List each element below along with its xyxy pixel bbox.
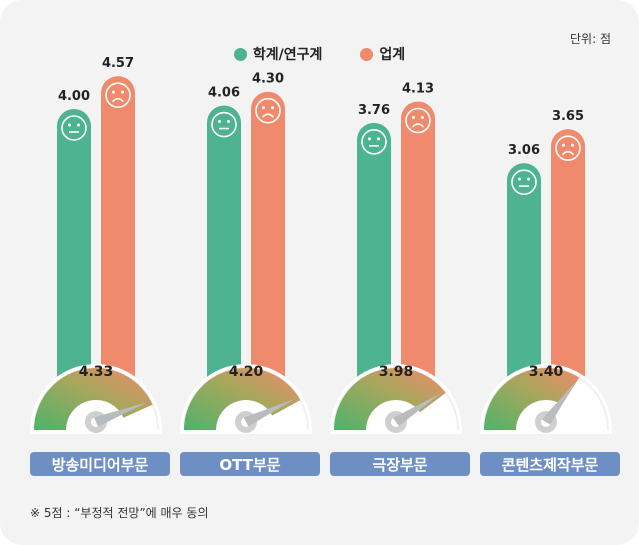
value-label: 4.30 xyxy=(252,72,284,87)
category-label: 방송미디어부문 xyxy=(30,452,170,476)
category-label: 극장부문 xyxy=(330,452,470,476)
gauge-fill xyxy=(334,367,446,430)
legend: 학계/연구계 업계 xyxy=(0,44,639,64)
gauge-needle xyxy=(393,393,441,427)
gauge xyxy=(480,364,612,434)
sad-face-icon xyxy=(405,107,431,134)
legend-label-industry: 업계 xyxy=(379,47,406,63)
gauge xyxy=(30,364,162,434)
value-label: 4.06 xyxy=(208,86,240,101)
footnote: ※ 5점 : “부정적 전망”에 매우 동의 xyxy=(30,506,209,520)
academia-bar xyxy=(57,109,91,392)
gauge-fill xyxy=(34,368,153,430)
gauge-value-label: 4.20 xyxy=(229,364,264,380)
category-label: 콘텐츠제작부문 xyxy=(480,452,620,476)
academia-bar xyxy=(507,163,541,392)
legend-swatch-academia xyxy=(233,47,247,61)
value-label: 3.76 xyxy=(358,103,390,118)
industry-bar xyxy=(251,91,285,392)
neutral-face-icon xyxy=(61,115,87,141)
gauge-needle xyxy=(93,402,148,427)
legend-item-academia: 학계/연구계 xyxy=(233,44,323,64)
gauge-value-label: 3.40 xyxy=(529,364,564,380)
gauge xyxy=(180,364,312,434)
category-label: OTT부문 xyxy=(180,452,320,476)
gauge-value-label: 4.33 xyxy=(79,364,114,380)
unit-label: 단위: 점 xyxy=(570,32,611,46)
sad-face-icon xyxy=(555,135,581,161)
sad-face-icon xyxy=(255,97,281,124)
industry-bar xyxy=(101,76,135,392)
legend-item-industry: 업계 xyxy=(360,44,405,64)
gauge-needle xyxy=(541,381,577,425)
neutral-face-icon xyxy=(211,111,237,138)
industry-bar xyxy=(551,129,585,392)
value-label: 3.06 xyxy=(508,143,540,158)
academia-bar xyxy=(357,122,391,392)
neutral-face-icon xyxy=(511,169,537,195)
academia-bar xyxy=(207,105,241,392)
legend-swatch-industry xyxy=(360,47,374,61)
neutral-face-icon xyxy=(361,129,387,155)
sad-face-icon xyxy=(105,82,131,108)
gauge-needle xyxy=(243,398,296,427)
gauge-fill xyxy=(184,368,301,430)
value-label: 4.57 xyxy=(102,56,134,71)
value-label: 3.65 xyxy=(552,109,584,124)
gauge-value-label: 3.98 xyxy=(379,364,414,380)
gauge-fill xyxy=(484,368,580,430)
value-label: 4.13 xyxy=(402,82,434,97)
legend-label-academia: 학계/연구계 xyxy=(252,47,323,63)
gauge xyxy=(330,364,462,434)
industry-bar xyxy=(401,101,435,393)
value-label: 4.00 xyxy=(58,89,90,104)
